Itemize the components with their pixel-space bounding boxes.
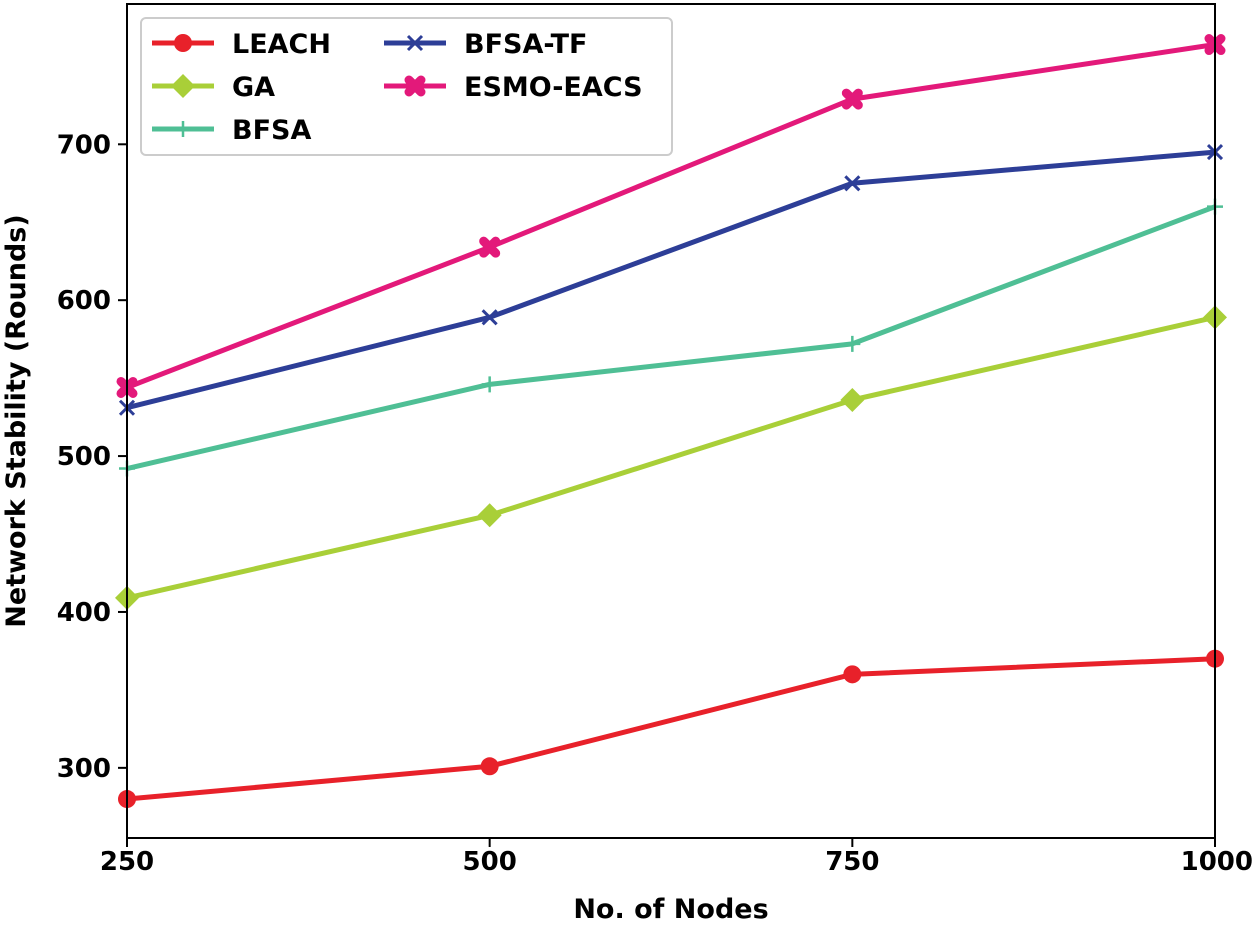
x-tick-label: 500 bbox=[463, 847, 517, 877]
legend-label: BFSA bbox=[232, 115, 311, 146]
legend-entry-ga: GA bbox=[152, 72, 275, 103]
legend: LEACH GA BFSA BFSA-TF ESMO-EACS bbox=[140, 17, 673, 156]
series-bfsa-tf bbox=[118, 144, 1224, 416]
x-tick-label: 250 bbox=[100, 847, 154, 877]
x-tick-label: 750 bbox=[825, 847, 879, 877]
legend-label: ESMO-EACS bbox=[464, 72, 643, 103]
legend-entry-esmo-eacs: ESMO-EACS bbox=[384, 72, 643, 103]
legend-entry-bfsa-tf: BFSA-TF bbox=[384, 29, 587, 60]
series-line-ga bbox=[126, 314, 1216, 601]
legend-entry-leach: LEACH bbox=[152, 29, 331, 60]
series-line-leach bbox=[126, 656, 1216, 802]
y-tick-label: 600 bbox=[57, 286, 111, 316]
legend-marker bbox=[175, 121, 191, 137]
x-tick-label: 1000 bbox=[1181, 847, 1253, 877]
data-point-bfsa-tf bbox=[481, 309, 498, 326]
y-tick-label: 400 bbox=[57, 598, 111, 628]
series-line-bfsa-tf bbox=[126, 149, 1216, 411]
legend-entry-bfsa: BFSA bbox=[152, 115, 311, 146]
legend-marker bbox=[171, 74, 195, 98]
series-line-esmo-eacs bbox=[126, 42, 1216, 390]
data-point-bfsa bbox=[844, 335, 861, 352]
data-point-leach bbox=[843, 665, 862, 684]
data-point-bfsa-tf bbox=[844, 175, 861, 192]
data-point-esmo-eacs bbox=[479, 236, 501, 258]
y-tick-label: 500 bbox=[57, 442, 111, 472]
y-tick-label: 300 bbox=[57, 754, 111, 784]
data-point-bfsa bbox=[481, 376, 498, 393]
series-ga bbox=[115, 305, 1227, 610]
data-point-leach bbox=[480, 757, 499, 776]
data-point-ga bbox=[477, 503, 502, 528]
y-tick-label: 700 bbox=[57, 130, 111, 160]
legend-label: GA bbox=[232, 72, 275, 103]
legend-label: LEACH bbox=[232, 29, 331, 60]
series-line-bfsa bbox=[126, 204, 1216, 471]
legend-marker bbox=[406, 34, 424, 52]
legend-label: BFSA-TF bbox=[464, 29, 587, 60]
x-axis-label: No. of Nodes bbox=[573, 894, 768, 924]
ticks-layer: 250 500 750 1000 300 400 500 600 700 bbox=[57, 130, 1253, 877]
legend-marker bbox=[404, 75, 426, 97]
series-bfsa bbox=[119, 198, 1223, 477]
data-point-esmo-eacs bbox=[841, 88, 863, 110]
series-leach bbox=[118, 649, 1224, 809]
legend-marker bbox=[174, 34, 192, 52]
data-point-ga bbox=[840, 387, 865, 412]
y-axis-label: Network Stability (Rounds) bbox=[1, 214, 32, 627]
plot-frame bbox=[126, 3, 1216, 839]
